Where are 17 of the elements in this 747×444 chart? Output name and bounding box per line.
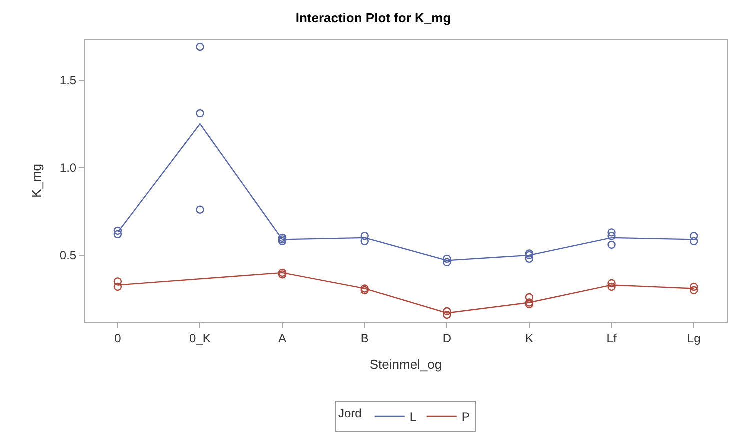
x-tick-label: Lf bbox=[606, 331, 618, 346]
x-tick-label: A bbox=[278, 331, 287, 346]
legend-title: Jord bbox=[338, 406, 362, 421]
x-tick-label: K bbox=[525, 331, 534, 346]
y-tick-label: 1.0 bbox=[60, 161, 77, 176]
x-tick-label: 0 bbox=[114, 331, 122, 346]
chart-title: Interaction Plot for K_mg bbox=[296, 10, 452, 26]
x-tick-label: D bbox=[442, 331, 452, 346]
legend-label: L bbox=[410, 410, 417, 424]
x-tick-label: Lg bbox=[687, 331, 701, 346]
legend-label: P bbox=[462, 410, 470, 424]
x-tick-label: B bbox=[360, 331, 369, 346]
y-tick-label: 1.5 bbox=[60, 73, 77, 88]
x-axis-title: Steinmel_og bbox=[370, 357, 442, 372]
x-tick-label: 0_K bbox=[190, 331, 211, 346]
y-axis-title: K_mg bbox=[28, 164, 44, 198]
y-tick-label: 0.5 bbox=[60, 248, 77, 263]
